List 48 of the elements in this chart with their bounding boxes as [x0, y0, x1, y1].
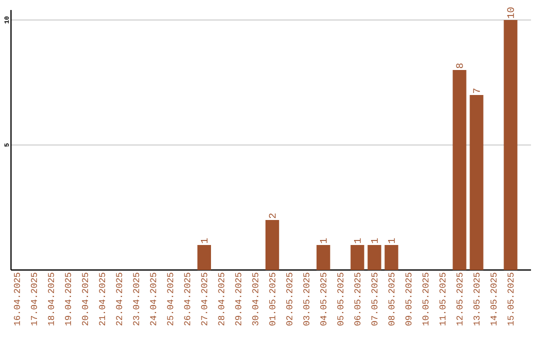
x-tick-label: 16.04.2025: [14, 272, 20, 326]
x-tick-label: 15.05.2025: [508, 272, 514, 326]
x-tick-label: 25.04.2025: [167, 272, 174, 326]
bar: [504, 20, 518, 270]
x-tick-label: 28.04.2025: [218, 272, 224, 326]
x-tick-label: 14.05.2025: [490, 272, 497, 326]
bar: [452, 70, 466, 270]
data-label: 1: [371, 238, 378, 244]
x-tick-label: 27.04.2025: [201, 272, 208, 326]
x-tick-label: 01.05.2025: [269, 272, 276, 326]
x-tick-label: 26.04.2025: [184, 272, 190, 326]
data-label: 1: [200, 238, 208, 244]
x-tick-label: 24.04.2025: [150, 272, 156, 326]
x-tick-label: 21.04.2025: [99, 272, 106, 326]
data-label: 8: [456, 63, 463, 68]
data-label: 2: [268, 214, 276, 218]
x-tick-label: 22.04.2025: [116, 272, 122, 326]
bar: [368, 245, 382, 270]
x-tick-label: 23.04.2025: [133, 272, 140, 326]
x-tick-label: 06.05.2025: [354, 272, 360, 326]
x-tick-label: 17.04.2025: [30, 272, 38, 326]
data-label: 1: [320, 238, 327, 244]
x-tick-label: 12.05.2025: [456, 272, 463, 326]
x-tick-label: 20.04.2025: [82, 272, 88, 326]
bar: [316, 245, 330, 270]
data-label: 7: [473, 88, 480, 94]
x-tick-label: 29.04.2025: [235, 272, 242, 326]
x-tick-label: 04.05.2025: [320, 272, 326, 326]
x-tick-label: 07.05.2025: [371, 272, 378, 326]
data-label: 10: [507, 7, 514, 18]
x-tick-label: 30.04.2025: [252, 272, 258, 326]
x-tick-label: 05.05.2025: [337, 272, 344, 326]
data-label: 1: [388, 238, 395, 244]
data-label: 1: [354, 238, 361, 244]
bar: [384, 245, 398, 270]
x-tick-label: 02.05.2025: [286, 272, 292, 326]
x-tick-label: 08.05.2025: [388, 272, 394, 326]
bar: [265, 220, 280, 270]
x-tick-label: 10.05.2025: [422, 272, 429, 326]
x-tick-label: 19.04.2025: [64, 272, 72, 326]
x-tick-label: 13.05.2025: [473, 272, 480, 326]
x-tick-label: 11.05.2025: [439, 272, 446, 326]
x-tick-label: 18.04.2025: [48, 272, 54, 326]
x-tick-label: 03.05.2025: [303, 272, 310, 326]
bar: [197, 245, 212, 270]
x-tick-label: 09.05.2025: [405, 272, 412, 326]
bar: [350, 245, 364, 270]
bar: [470, 95, 484, 270]
